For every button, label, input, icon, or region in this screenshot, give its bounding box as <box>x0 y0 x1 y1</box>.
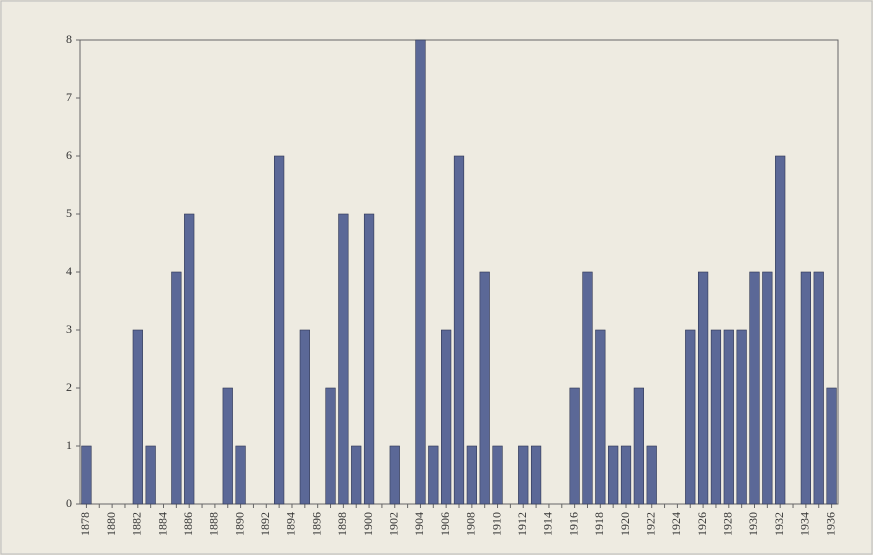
bar <box>800 271 811 505</box>
x-tick-label: 1882 <box>130 512 144 536</box>
bar <box>582 271 593 505</box>
bar <box>325 387 336 505</box>
bar <box>184 213 195 505</box>
bar <box>479 271 490 505</box>
bar <box>826 387 837 505</box>
bar <box>274 155 285 505</box>
x-tick-label: 1916 <box>566 512 580 536</box>
x-tick-label: 1902 <box>387 512 401 536</box>
x-tick-label: 1918 <box>592 512 606 536</box>
bar <box>697 271 709 505</box>
y-tick-label: 8 <box>66 32 72 46</box>
bar <box>222 387 233 505</box>
y-tick-label: 0 <box>66 496 72 510</box>
bar <box>710 329 722 505</box>
x-tick-label: 1906 <box>438 512 452 536</box>
x-tick-label: 1920 <box>618 512 632 536</box>
x-tick-label: 1908 <box>464 512 478 536</box>
bar <box>171 271 182 505</box>
bar <box>389 445 400 505</box>
x-tick-label: 1932 <box>772 512 786 536</box>
bar <box>633 387 644 505</box>
x-tick-label: 1894 <box>284 512 298 536</box>
bar <box>749 271 760 505</box>
bar <box>813 271 824 505</box>
bar <box>428 445 439 505</box>
x-tick-label: 1926 <box>695 512 709 536</box>
bar <box>441 329 452 505</box>
y-tick-label: 5 <box>66 206 72 220</box>
x-tick-label: 1890 <box>232 512 246 536</box>
bar <box>351 445 362 505</box>
bar <box>736 329 747 505</box>
y-tick-label: 6 <box>66 148 72 162</box>
bar <box>620 445 632 505</box>
y-tick-label: 4 <box>66 264 72 278</box>
x-tick-label: 1880 <box>104 512 118 536</box>
y-tick-label: 1 <box>66 438 72 452</box>
bar <box>466 445 477 505</box>
x-tick-label: 1896 <box>309 512 323 536</box>
x-tick-label: 1936 <box>823 512 837 536</box>
bar <box>762 271 773 505</box>
bar <box>530 445 542 505</box>
x-tick-label: 1934 <box>798 512 812 536</box>
bar <box>685 329 696 505</box>
bar <box>608 445 619 505</box>
bar <box>299 329 310 505</box>
x-tick-label: 1898 <box>335 512 349 536</box>
bar <box>338 213 349 505</box>
bar <box>492 445 503 505</box>
bar <box>595 329 606 505</box>
x-tick-label: 1904 <box>412 512 426 536</box>
x-tick-label: 1878 <box>78 512 92 536</box>
bar <box>235 445 246 505</box>
x-tick-label: 1928 <box>721 512 735 536</box>
bar <box>363 213 375 505</box>
x-tick-label: 1922 <box>643 512 657 536</box>
x-tick-label: 1900 <box>361 512 375 536</box>
x-tick-label: 1892 <box>258 512 272 536</box>
x-tick-label: 1884 <box>155 512 169 536</box>
x-tick-label: 1910 <box>489 512 503 536</box>
y-tick-label: 3 <box>66 322 72 336</box>
bar <box>775 155 786 505</box>
x-tick-label: 1888 <box>207 512 221 536</box>
y-tick-label: 7 <box>66 90 72 104</box>
bar <box>518 445 529 505</box>
x-tick-label: 1914 <box>541 512 555 536</box>
bar <box>453 155 465 505</box>
x-tick-label: 1930 <box>746 512 760 536</box>
x-tick-label: 1924 <box>669 512 683 536</box>
y-tick-label: 2 <box>66 380 72 394</box>
bar <box>646 445 657 505</box>
bar <box>415 39 426 505</box>
x-tick-label: 1886 <box>181 512 195 536</box>
bar <box>723 329 734 505</box>
bar <box>81 445 92 505</box>
bar <box>569 387 580 505</box>
bar <box>132 329 143 505</box>
x-tick-label: 1912 <box>515 512 529 536</box>
bar <box>145 445 156 505</box>
